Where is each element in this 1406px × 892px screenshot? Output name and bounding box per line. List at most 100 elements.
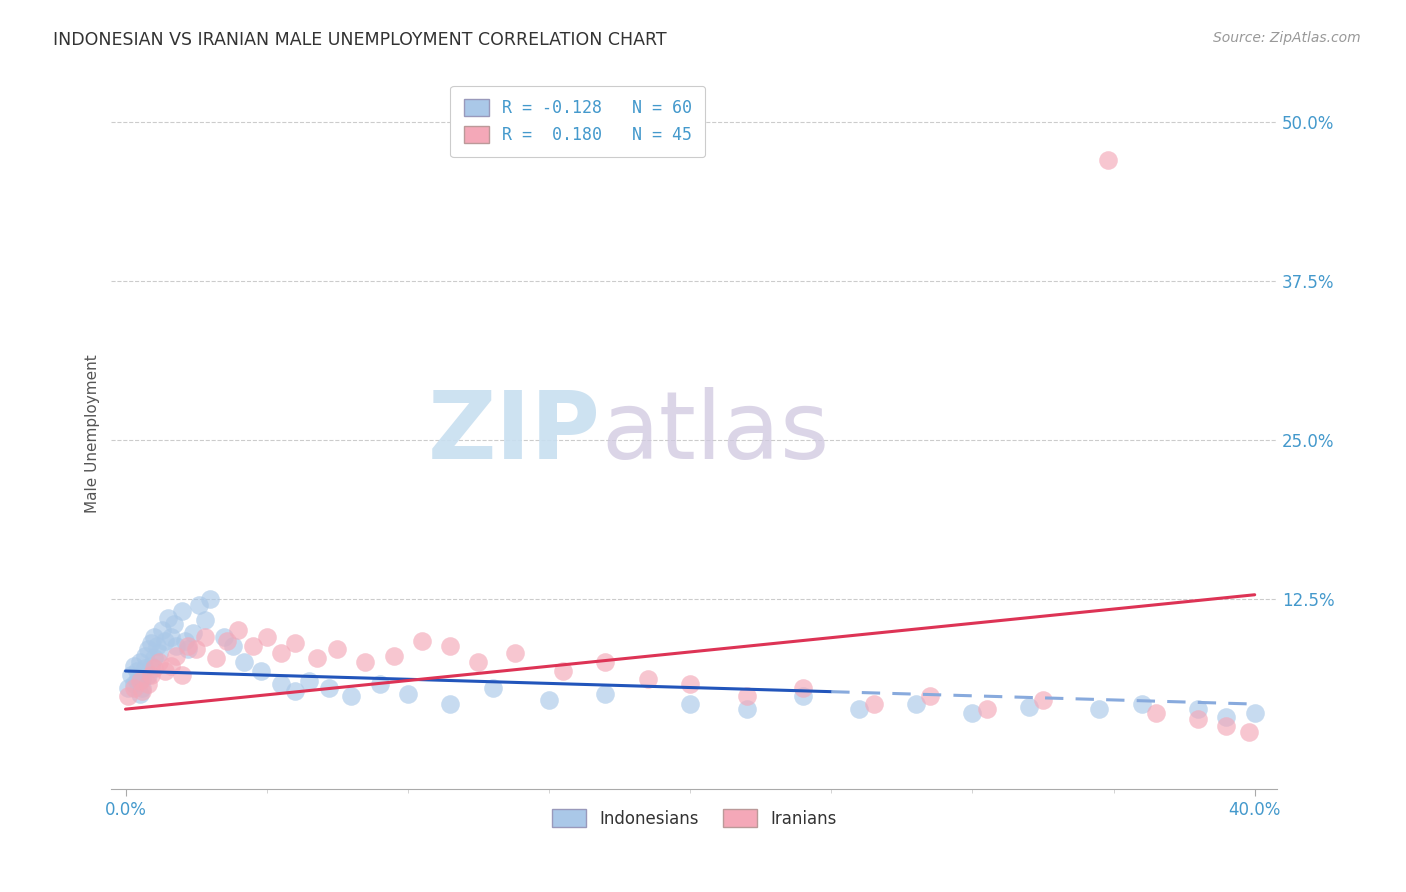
Point (181, 626, 204, 640)
Point (205, 651, 228, 665)
Point (354, 655, 377, 669)
Point (162, 617, 184, 632)
Point (298, 674, 321, 689)
Point (128, 655, 150, 669)
Point (148, 655, 170, 669)
Point (128, 674, 150, 689)
Point (139, 668, 162, 682)
Text: Source: ZipAtlas.com: Source: ZipAtlas.com (1213, 31, 1361, 45)
Point (148, 646, 170, 660)
Point (242, 639, 264, 653)
Point (222, 639, 245, 653)
Point (1097, 153, 1119, 167)
Point (142, 630, 165, 644)
Point (679, 677, 702, 691)
Point (170, 668, 193, 682)
Point (214, 630, 236, 644)
Point (193, 613, 215, 627)
Point (184, 642, 207, 657)
Point (136, 642, 159, 657)
Point (156, 610, 179, 624)
Point (193, 630, 215, 644)
Point (551, 664, 574, 678)
Point (481, 681, 503, 695)
Point (270, 646, 292, 660)
Point (131, 681, 153, 695)
Point (1243, 706, 1265, 720)
Point (134, 661, 156, 675)
Point (735, 690, 758, 704)
Point (159, 630, 181, 644)
Point (228, 624, 250, 638)
Point (139, 636, 162, 650)
Point (165, 639, 187, 653)
Point (136, 677, 159, 691)
Point (382, 648, 405, 663)
Point (125, 674, 148, 689)
Point (250, 664, 273, 678)
Point (1018, 699, 1040, 714)
Point (368, 677, 391, 691)
Point (976, 702, 998, 716)
Point (173, 633, 195, 648)
Point (145, 639, 167, 653)
Point (136, 668, 159, 682)
Point (1088, 702, 1111, 716)
Point (270, 677, 292, 691)
Point (176, 639, 198, 653)
Point (1237, 725, 1260, 739)
Point (792, 681, 814, 695)
Text: ZIP: ZIP (429, 387, 602, 479)
Point (1130, 697, 1153, 711)
Point (439, 639, 461, 653)
Point (595, 655, 617, 669)
Point (1187, 702, 1209, 716)
Point (125, 664, 148, 678)
Point (1144, 706, 1167, 720)
Point (679, 697, 702, 711)
Point (792, 690, 814, 704)
Legend: Indonesians, Iranians: Indonesians, Iranians (546, 803, 844, 834)
Point (467, 655, 489, 669)
Point (595, 687, 617, 701)
Point (117, 681, 139, 695)
Y-axis label: Male Unemployment: Male Unemployment (86, 354, 100, 513)
Point (139, 659, 162, 673)
Point (120, 668, 142, 682)
Text: INDONESIAN VS IRANIAN MALE UNEMPLOYMENT CORRELATION CHART: INDONESIAN VS IRANIAN MALE UNEMPLOYMENT … (53, 31, 666, 49)
Point (537, 693, 560, 707)
Point (439, 697, 461, 711)
Point (233, 655, 256, 669)
Point (848, 702, 870, 716)
Point (1032, 693, 1054, 707)
Point (637, 672, 659, 686)
Point (150, 624, 173, 638)
Point (122, 681, 145, 695)
Point (131, 684, 153, 698)
Point (117, 690, 139, 704)
Point (962, 706, 984, 720)
Point (340, 690, 363, 704)
Point (131, 672, 153, 686)
Point (128, 687, 150, 701)
Point (187, 598, 209, 612)
Point (396, 687, 419, 701)
Point (735, 702, 758, 716)
Point (142, 661, 165, 675)
Point (862, 697, 884, 711)
Text: atlas: atlas (602, 387, 830, 479)
Point (122, 659, 145, 673)
Point (176, 642, 198, 657)
Point (159, 659, 181, 673)
Point (217, 633, 239, 648)
Point (1215, 710, 1237, 724)
Point (256, 630, 278, 644)
Point (134, 648, 156, 663)
Point (503, 646, 526, 660)
Point (1187, 712, 1209, 726)
Point (142, 651, 165, 665)
Point (284, 684, 307, 698)
Point (1215, 719, 1237, 733)
Point (200, 591, 222, 606)
Point (318, 681, 340, 695)
